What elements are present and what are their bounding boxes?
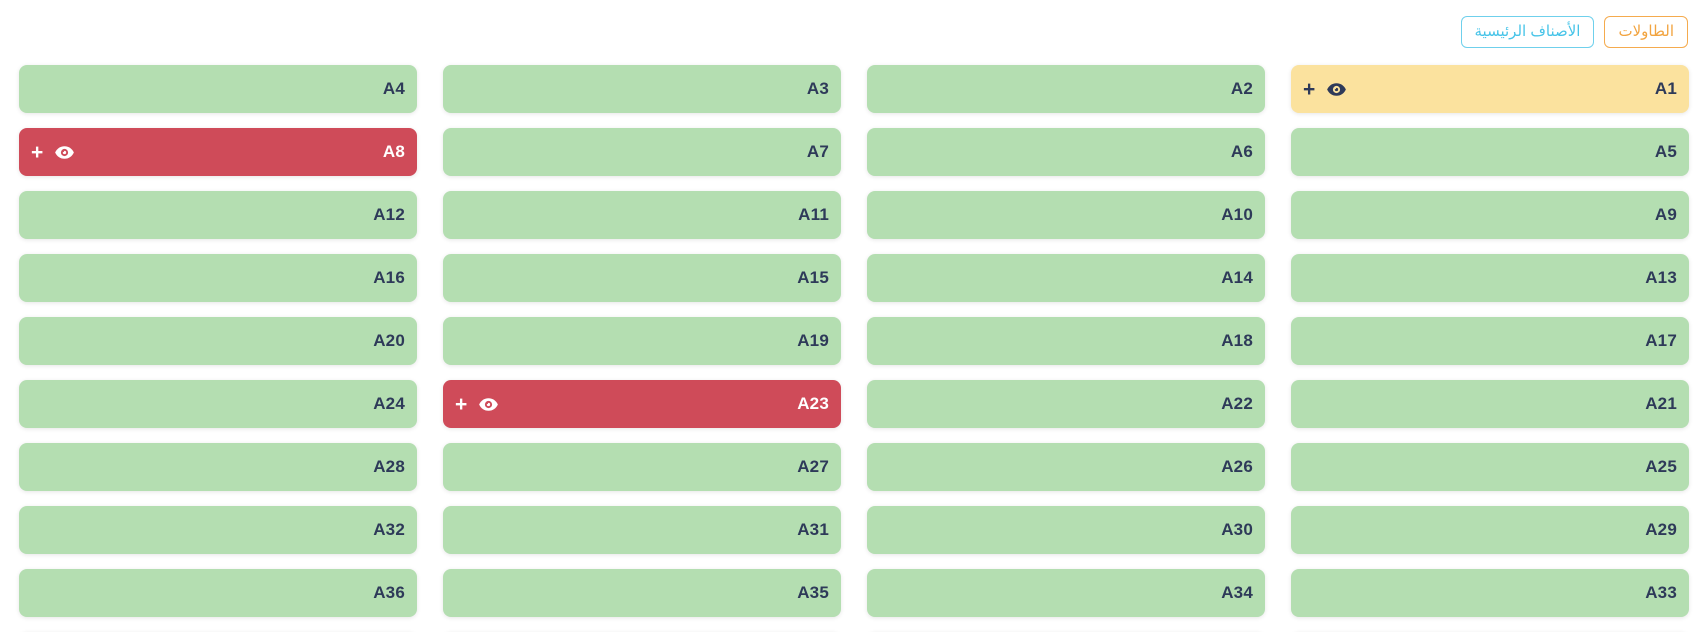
table-label: A27 [797,457,829,477]
header-toolbar: الطاولات الأصناف الرئيسية [0,0,1708,49]
table-tile-a34[interactable]: A34 [867,569,1265,618]
table-label: A24 [373,394,405,414]
table-label: A31 [797,520,829,540]
plus-icon[interactable]: + [1303,77,1316,101]
table-tile-a26[interactable]: A26 [867,443,1265,492]
table-label: A23 [797,394,829,414]
table-label: A10 [1221,205,1253,225]
table-label: A11 [798,205,829,225]
table-tile-a6[interactable]: A6 [867,128,1265,177]
table-tile-a19[interactable]: A19 [443,317,841,366]
table-tile-a23[interactable]: A23 + [443,380,841,429]
table-label: A12 [373,205,405,225]
table-label: A13 [1645,268,1677,288]
main-categories-button[interactable]: الأصناف الرئيسية [1460,16,1595,49]
table-label: A36 [373,583,405,603]
table-label: A14 [1221,268,1253,288]
table-tile-a36[interactable]: A36 [19,569,417,618]
plus-icon[interactable]: + [31,140,44,164]
table-label: A4 [382,79,405,99]
table-label: A33 [1645,583,1677,603]
table-label: A19 [797,331,829,351]
table-tile-a24[interactable]: A24 [19,380,417,429]
table-tile-a4[interactable]: A4 [19,65,417,114]
table-label: A7 [806,142,829,162]
table-label: A20 [373,331,405,351]
table-label: A6 [1230,142,1253,162]
table-tile-a28[interactable]: A28 [19,443,417,492]
table-label: A5 [1654,142,1677,162]
table-tile-a21[interactable]: A21 [1291,380,1689,429]
table-tile-a3[interactable]: A3 [443,65,841,114]
table-tile-a20[interactable]: A20 [19,317,417,366]
table-tile-a10[interactable]: A10 [867,191,1265,240]
table-label: A1 [1654,79,1677,99]
table-label: A8 [382,142,405,162]
table-tile-a16[interactable]: A16 [19,254,417,303]
table-tile-a2[interactable]: A2 [867,65,1265,114]
table-label: A29 [1645,520,1677,540]
table-tile-a15[interactable]: A15 [443,254,841,303]
table-tile-a1[interactable]: A1 + [1291,65,1689,114]
table-actions: + [1303,79,1347,100]
table-label: A26 [1221,457,1253,477]
table-label: A22 [1221,394,1253,414]
tables-button[interactable]: الطاولات [1604,16,1688,49]
table-label: A9 [1654,205,1677,225]
table-label: A16 [373,268,405,288]
table-tile-a18[interactable]: A18 [867,317,1265,366]
table-tile-a31[interactable]: A31 [443,506,841,555]
table-tile-a7[interactable]: A7 [443,128,841,177]
table-tile-a14[interactable]: A14 [867,254,1265,303]
table-label: A28 [373,457,405,477]
table-label: A25 [1645,457,1677,477]
table-label: A21 [1645,394,1677,414]
table-tile-a17[interactable]: A17 [1291,317,1689,366]
table-tile-a32[interactable]: A32 [19,506,417,555]
table-tile-a29[interactable]: A29 [1291,506,1689,555]
table-label: A15 [797,268,829,288]
table-label: A30 [1221,520,1253,540]
eye-icon[interactable] [478,394,499,415]
table-tile-a35[interactable]: A35 [443,569,841,618]
table-tile-a13[interactable]: A13 [1291,254,1689,303]
table-actions: + [31,142,75,163]
eye-icon[interactable] [54,142,75,163]
table-tile-a12[interactable]: A12 [19,191,417,240]
table-label: A18 [1221,331,1253,351]
table-tile-a5[interactable]: A5 [1291,128,1689,177]
table-tile-a33[interactable]: A33 [1291,569,1689,618]
table-tile-a22[interactable]: A22 [867,380,1265,429]
table-label: A34 [1221,583,1253,603]
plus-icon[interactable]: + [455,392,468,416]
table-actions: + [455,394,499,415]
table-tile-a11[interactable]: A11 [443,191,841,240]
tables-grid: A1 + A2 A3 A4 A5 A6 A7 A8 + A9 A10 A11 A12 A13 A14 A15 A1… [0,48,1708,632]
eye-icon[interactable] [1326,79,1347,100]
table-label: A2 [1230,79,1253,99]
table-tile-a25[interactable]: A25 [1291,443,1689,492]
table-tile-a30[interactable]: A30 [867,506,1265,555]
table-label: A3 [806,79,829,99]
table-tile-a9[interactable]: A9 [1291,191,1689,240]
table-tile-a27[interactable]: A27 [443,443,841,492]
table-label: A35 [797,583,829,603]
table-tile-a8[interactable]: A8 + [19,128,417,177]
table-label: A17 [1645,331,1677,351]
table-label: A32 [373,520,405,540]
